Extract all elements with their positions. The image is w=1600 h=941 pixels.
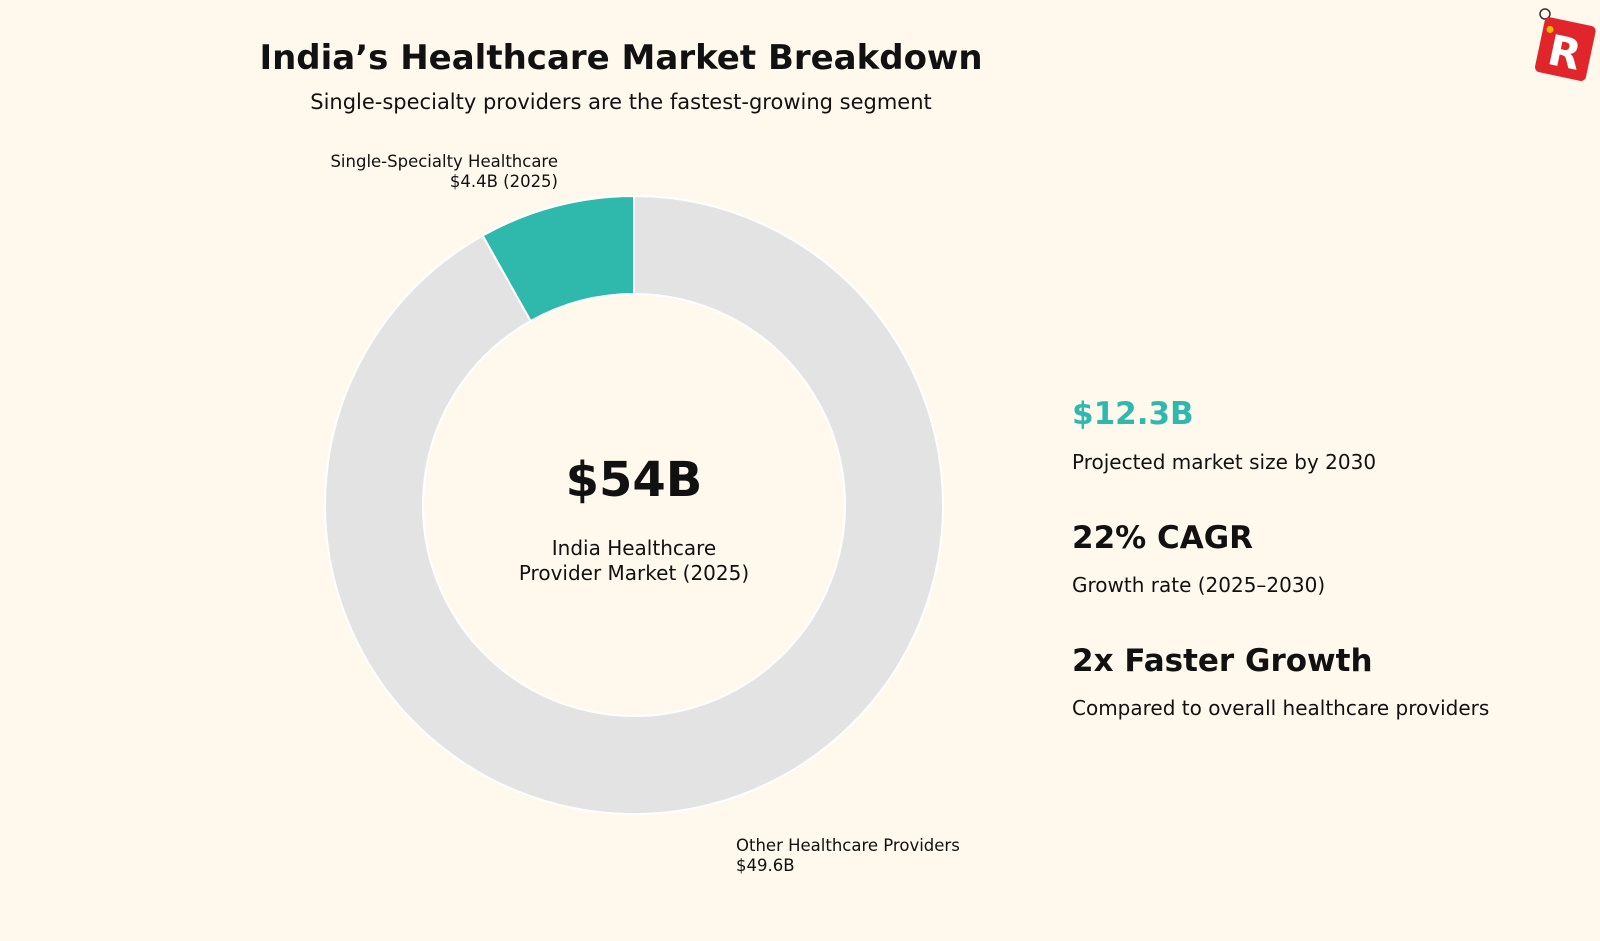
donut-slice-other-healthcare-providers bbox=[324, 194, 944, 815]
brand-logo-icon: R bbox=[1534, 8, 1596, 81]
slice-label-name: Single-Specialty Healthcare bbox=[330, 152, 558, 171]
center-label-line: Provider Market (2025) bbox=[518, 561, 750, 585]
slice-label-name: Other Healthcare Providers bbox=[736, 836, 960, 855]
slice-label-value: $4.4B (2025) bbox=[449, 172, 558, 191]
center-label: India Healthcare Provider Market (2025) bbox=[434, 536, 834, 586]
center-value: $54B bbox=[565, 452, 703, 508]
chart-title: India’s Healthcare Market Breakdown bbox=[259, 38, 983, 78]
stat-desc-growth: Compared to overall healthcare providers bbox=[1072, 696, 1490, 720]
slice-label-value: $49.6B bbox=[736, 856, 795, 875]
stat-value-growth: 2x Faster Growth bbox=[1072, 643, 1373, 679]
stat-desc-cagr: Growth rate (2025–2030) bbox=[1072, 573, 1326, 597]
slice-label-single-specialty: Single-Specialty Healthcare $4.4B (2025) bbox=[330, 152, 558, 192]
center-label-line: India Healthcare bbox=[551, 536, 717, 560]
chart-subtitle: Single-specialty providers are the faste… bbox=[310, 90, 932, 114]
stat-desc-projected: Projected market size by 2030 bbox=[1072, 450, 1377, 474]
stat-value-cagr: 22% CAGR bbox=[1072, 520, 1254, 556]
stat-value-projected: $12.3B bbox=[1072, 396, 1194, 432]
slice-label-other: Other Healthcare Providers $49.6B bbox=[736, 836, 960, 876]
